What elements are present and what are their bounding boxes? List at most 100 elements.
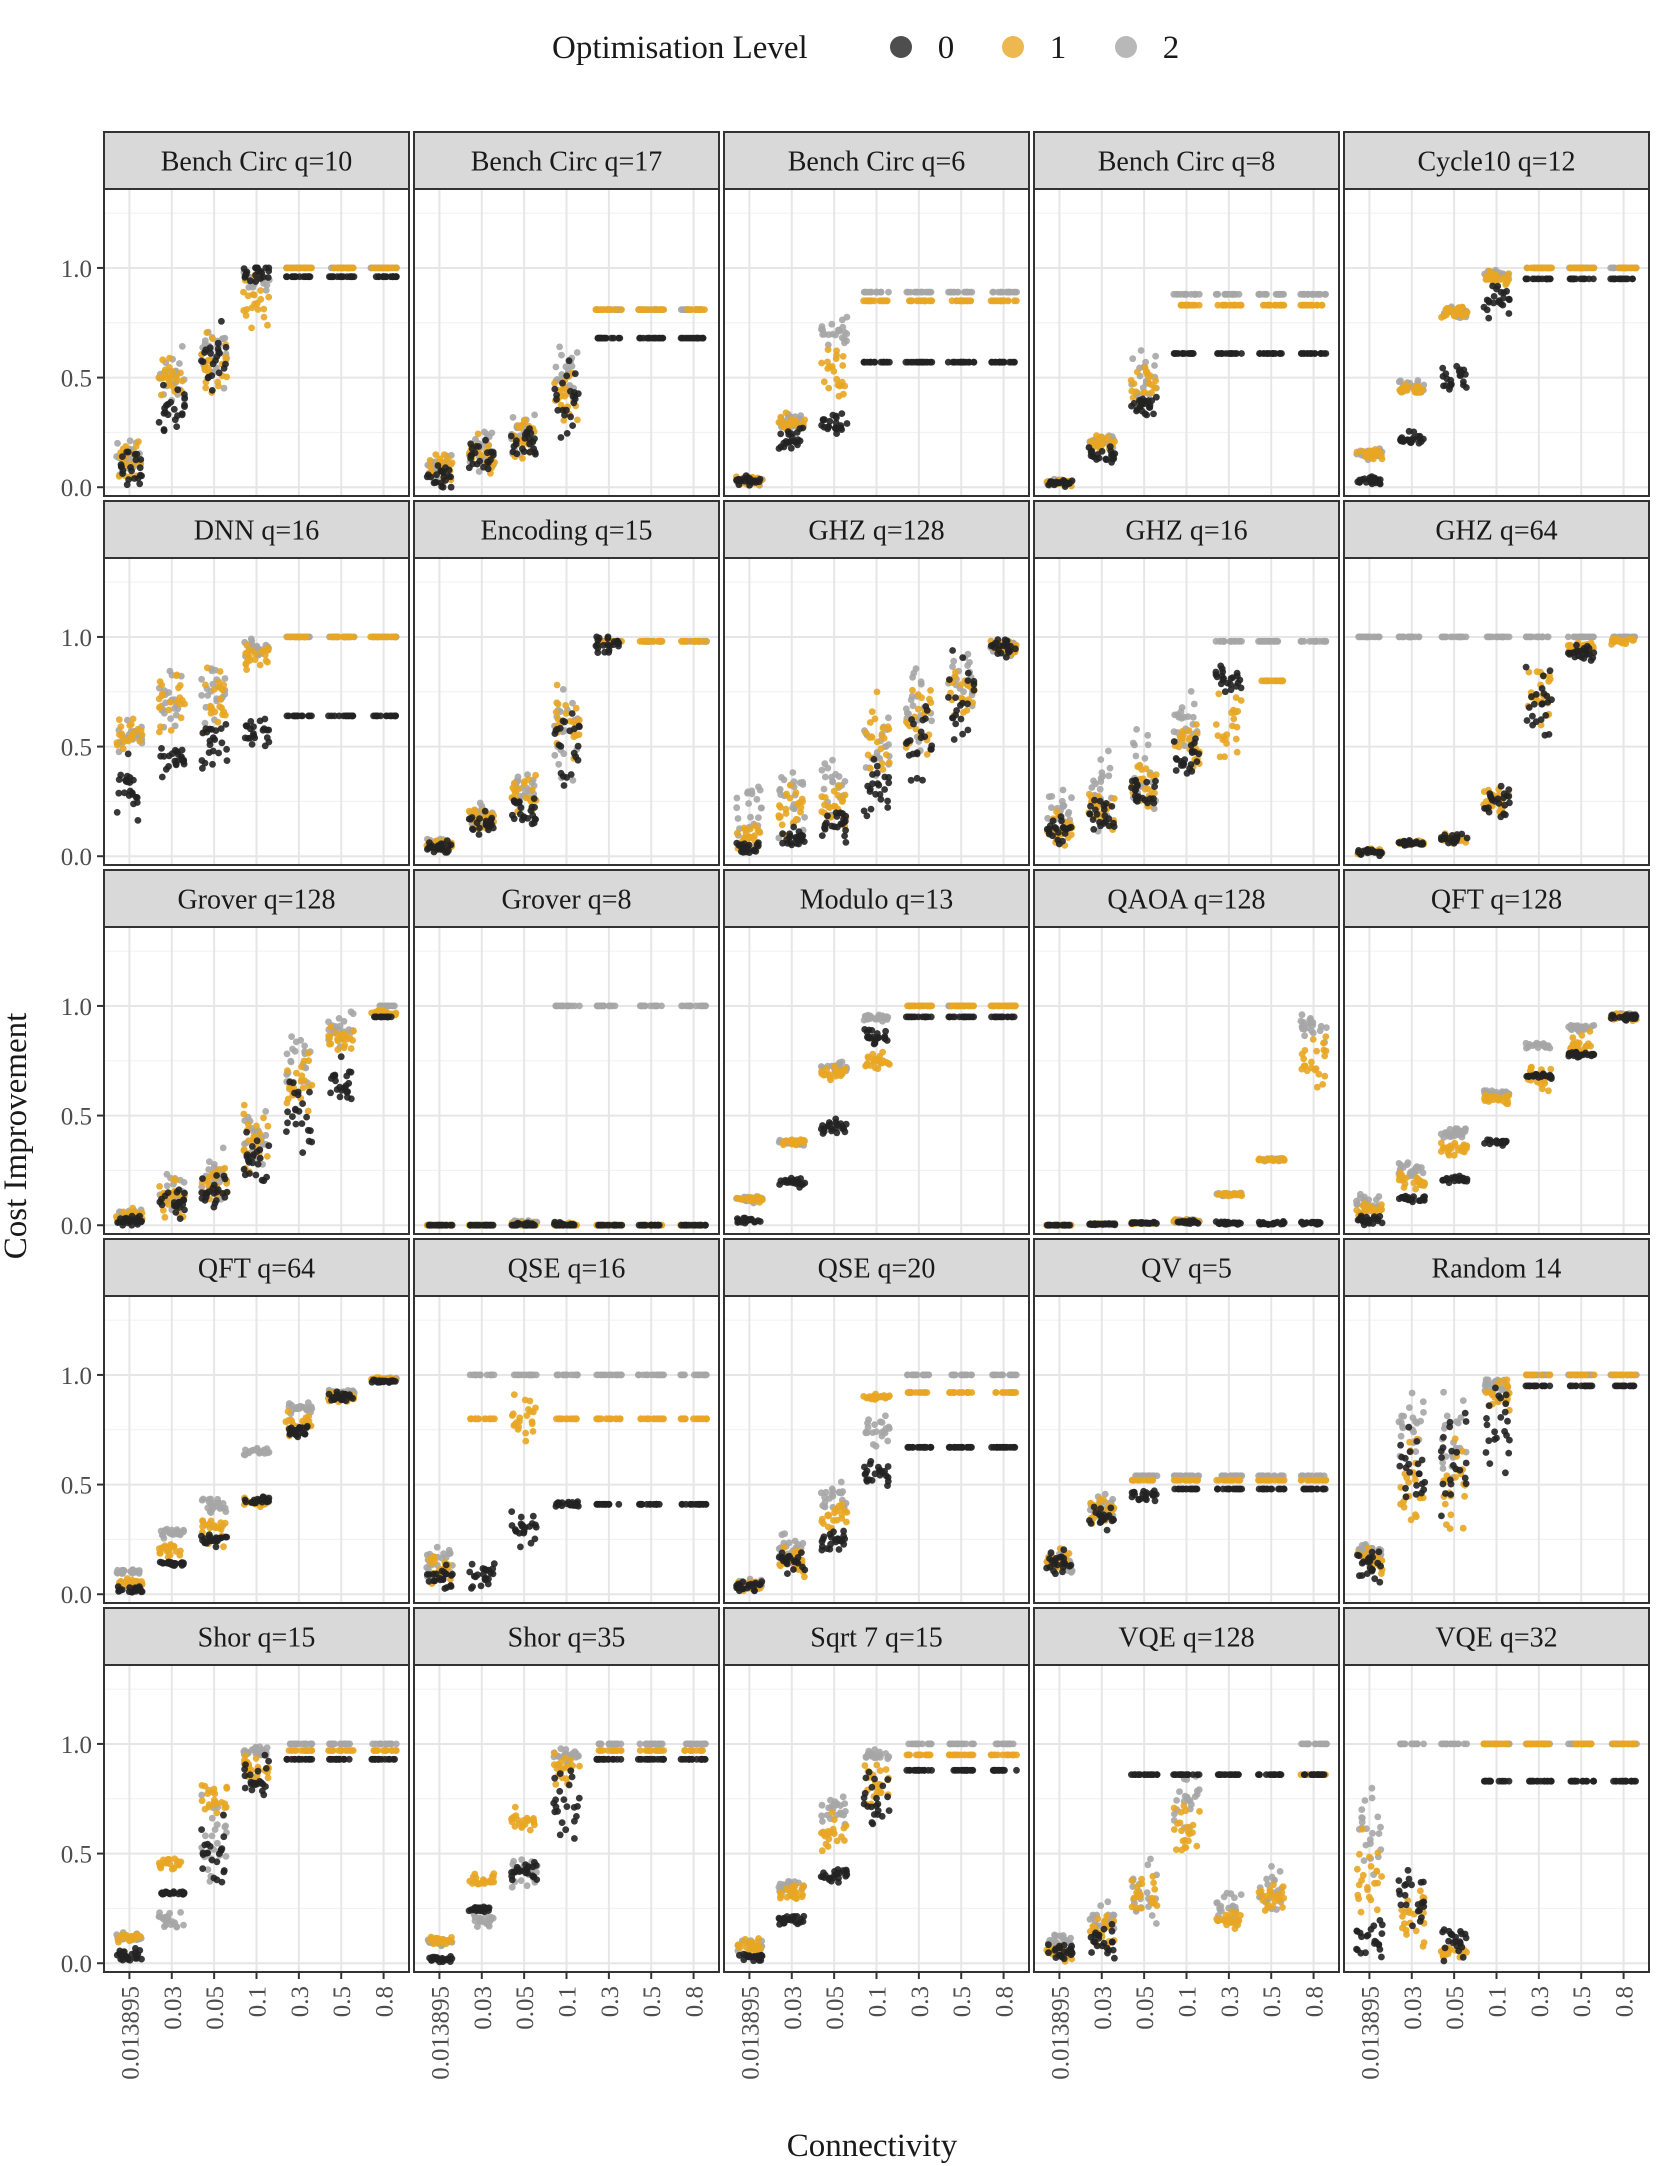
data-point [963,288,971,296]
data-point [131,1216,139,1224]
data-point [1231,708,1239,716]
data-point [284,1108,291,1116]
data-point [163,1182,171,1190]
data-point [304,1107,312,1115]
data-point [787,444,795,452]
data-point [509,448,517,456]
data-point [793,429,801,436]
data-point [156,1183,164,1190]
data-point [753,795,761,803]
data-point [1321,637,1329,645]
data-point [1533,668,1541,676]
data-point [1412,383,1420,390]
data-point [251,291,258,299]
facet-panel: Bench Circ q=6 [723,131,1030,497]
data-point [1398,385,1406,392]
data-point [573,349,581,356]
data-point [1150,410,1157,418]
data-point [1522,275,1530,283]
data-point [521,416,528,424]
legend-label-0: 0 [938,30,955,66]
data-point [530,795,538,802]
data-point [265,293,273,301]
data-point [1172,767,1180,774]
data-point [790,823,798,831]
data-point [1187,742,1195,749]
data-point [218,317,225,325]
data-point [126,437,134,445]
data-point [473,460,481,468]
data-point [488,429,496,437]
data-point [219,335,226,343]
data-point [173,423,181,430]
data-point [198,1189,206,1196]
data-point [343,273,351,281]
data-point [347,1045,355,1052]
data-point [779,830,786,838]
data-point [561,411,568,419]
data-point [484,458,491,466]
data-point [119,453,126,460]
data-point [835,773,843,780]
data-point [291,1047,299,1055]
data-point [336,1022,344,1030]
data-point [1438,836,1445,843]
data-point [138,472,146,480]
data-point [557,401,565,409]
data-point [340,1044,348,1052]
data-point [1099,772,1107,780]
data-point [158,773,166,781]
data-point [733,476,741,484]
data-point [1010,288,1018,296]
data-point [1144,741,1152,749]
data-point [1574,647,1582,655]
data-point [160,427,168,435]
data-point [1144,731,1152,739]
data-point [260,305,268,313]
data-point [134,817,142,824]
data-point [952,694,959,701]
data-point [1397,436,1404,444]
facet-strip-label: Encoding q=15 [480,516,652,547]
data-point [382,273,389,281]
data-point [1265,301,1273,309]
data-point [824,764,832,772]
data-point [906,737,914,744]
data-point [202,681,209,689]
data-point [525,775,532,783]
data-point [1415,633,1423,641]
facet-strip [413,131,720,190]
data-point [1500,790,1508,798]
data-point [1187,688,1195,695]
data-point [1630,636,1637,644]
data-point [206,741,214,749]
data-point [426,457,434,464]
data-point [125,735,132,743]
data-point [733,804,741,812]
data-point [509,811,516,819]
data-point [782,810,790,817]
data-point [209,360,217,368]
data-point [169,368,177,376]
data-point [639,334,647,342]
data-point [821,773,829,781]
data-point [1170,738,1178,745]
data-point [821,416,828,424]
data-point [389,1002,396,1010]
data-point [833,375,841,383]
data-point [336,1093,344,1101]
data-point [877,297,885,305]
data-point [1315,290,1322,298]
data-point [572,732,580,739]
data-point [178,410,186,417]
data-point [481,428,488,436]
data-point [1132,797,1140,804]
data-point [391,264,398,272]
data-point [1545,731,1553,738]
data-point [677,334,685,342]
data-point [1146,404,1154,411]
data-point [747,813,754,821]
data-point [880,734,888,742]
data-point [370,712,377,720]
data-point [511,798,518,806]
